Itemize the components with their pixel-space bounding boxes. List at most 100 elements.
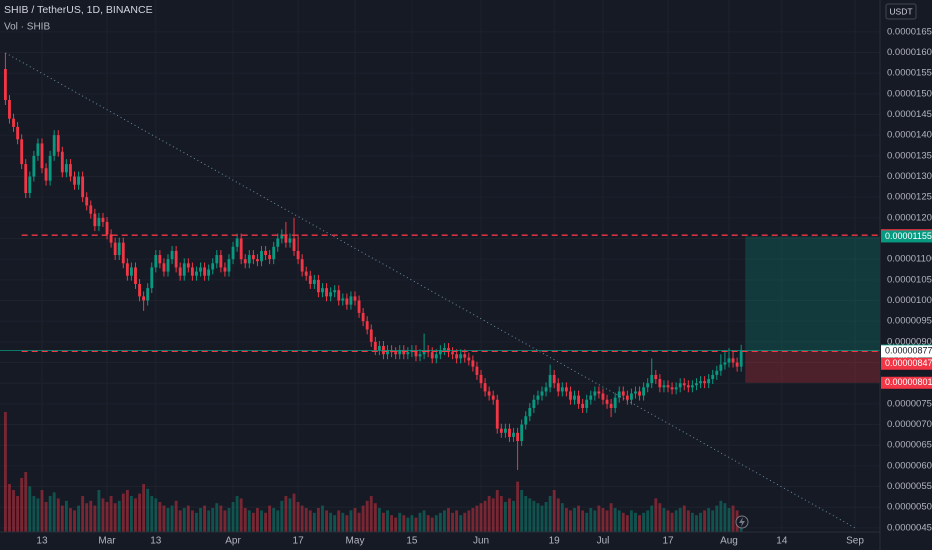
volume-bar bbox=[434, 515, 438, 532]
volume-bar bbox=[613, 508, 617, 532]
x-tick-label: 17 bbox=[662, 536, 674, 547]
candle-body bbox=[44, 168, 48, 181]
volume-bar bbox=[524, 496, 528, 532]
candle-body bbox=[24, 164, 28, 194]
volume-bar bbox=[373, 503, 377, 532]
volume-bar bbox=[121, 493, 125, 532]
volume-bar bbox=[32, 496, 36, 532]
volume-bar bbox=[223, 510, 227, 532]
volume-bar bbox=[361, 505, 365, 532]
candle-body bbox=[288, 238, 292, 243]
volume-bar bbox=[105, 502, 109, 532]
candle-body bbox=[548, 374, 552, 388]
candle-body bbox=[662, 385, 666, 388]
currency[interactable]: USDT bbox=[889, 6, 912, 16]
candle-body bbox=[390, 350, 394, 353]
candle-body bbox=[52, 135, 56, 156]
candle-body bbox=[296, 250, 300, 260]
volume-bar bbox=[97, 490, 101, 532]
volume-bar bbox=[414, 517, 418, 532]
volume-bar bbox=[609, 503, 613, 532]
volume-bar bbox=[3, 412, 7, 532]
volume-bar bbox=[162, 505, 166, 532]
candle-body bbox=[130, 267, 133, 276]
candle-body bbox=[264, 250, 267, 256]
x-tick-label: Jul bbox=[597, 536, 610, 547]
volume-bar bbox=[24, 472, 28, 532]
volume-bar bbox=[288, 498, 292, 532]
candle-body bbox=[12, 118, 15, 127]
candle-body bbox=[134, 267, 137, 284]
candle-body bbox=[333, 290, 337, 293]
candle-body bbox=[28, 176, 32, 194]
candle-body bbox=[211, 263, 215, 270]
volume-bar bbox=[617, 510, 621, 532]
volume-bar bbox=[117, 500, 121, 532]
candle-body bbox=[512, 432, 515, 437]
candle-body bbox=[499, 428, 503, 433]
x-tick-label: 13 bbox=[150, 536, 162, 547]
candle-body bbox=[467, 357, 471, 361]
candle-body bbox=[573, 395, 576, 400]
volume-bar bbox=[630, 510, 633, 532]
candle-body bbox=[495, 399, 499, 429]
volume-bar bbox=[670, 512, 674, 532]
candle-body bbox=[634, 391, 637, 394]
volume-bar bbox=[382, 512, 385, 532]
candle-body bbox=[459, 354, 463, 359]
volume-bar bbox=[634, 512, 637, 532]
candle-body bbox=[564, 387, 568, 392]
volume-bar bbox=[662, 508, 666, 532]
volume-bar bbox=[593, 510, 597, 532]
candle-body bbox=[585, 399, 589, 408]
volume-bar bbox=[678, 508, 682, 532]
volume-bar bbox=[81, 496, 85, 532]
candle-body bbox=[569, 391, 572, 400]
candle-body bbox=[81, 176, 85, 198]
candle-body bbox=[686, 385, 690, 388]
candle-body bbox=[414, 350, 418, 357]
price-label: 0.00000877 bbox=[885, 346, 932, 356]
volume-bar bbox=[321, 505, 324, 532]
candle-body bbox=[125, 263, 129, 276]
volume-bar bbox=[292, 493, 296, 532]
volume-bar bbox=[264, 512, 267, 532]
price-label: 0.00001155 bbox=[885, 231, 932, 241]
candle-body bbox=[341, 298, 345, 301]
volume-bar bbox=[178, 510, 182, 532]
candle-body bbox=[727, 358, 731, 363]
candle-body bbox=[190, 267, 194, 276]
volume-bar bbox=[85, 503, 89, 532]
candle-body bbox=[707, 379, 711, 384]
candle-body bbox=[617, 391, 621, 398]
volume-bar bbox=[73, 510, 76, 532]
candle-body bbox=[451, 352, 454, 355]
candle-body bbox=[272, 246, 276, 260]
volume-bar bbox=[390, 515, 394, 532]
candle-body bbox=[646, 383, 650, 388]
volume-bar bbox=[190, 510, 194, 532]
volume-bar bbox=[394, 517, 398, 532]
volume-bar bbox=[353, 508, 357, 532]
x-tick-label: Sep bbox=[846, 536, 864, 547]
volume-bar bbox=[499, 496, 503, 532]
candle-body bbox=[544, 387, 548, 392]
candle-body bbox=[162, 263, 166, 272]
candle-body bbox=[329, 292, 333, 297]
candle-body bbox=[650, 374, 654, 384]
candle-body bbox=[654, 374, 658, 380]
candle-body bbox=[625, 395, 629, 400]
candle-body bbox=[219, 255, 223, 268]
volume-bar bbox=[316, 508, 320, 532]
candle-body bbox=[117, 242, 121, 256]
candle-body bbox=[239, 238, 243, 260]
currency-box[interactable] bbox=[885, 3, 917, 20]
